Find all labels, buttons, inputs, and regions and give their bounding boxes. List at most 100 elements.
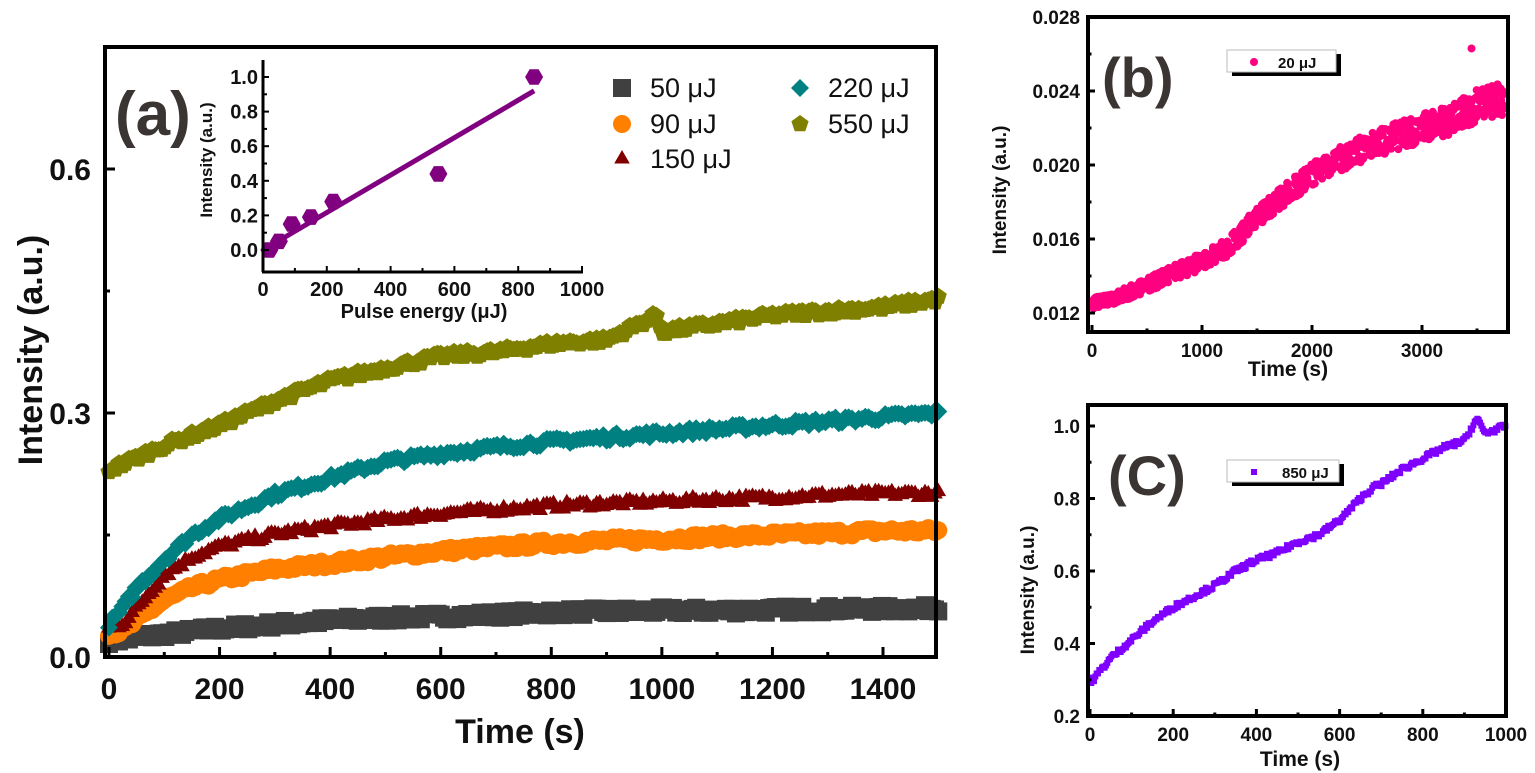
inset-y-tick-label: 0.6 bbox=[230, 136, 258, 158]
y-tick-label: 0.4 bbox=[1054, 634, 1081, 655]
data-point bbox=[1490, 104, 1499, 113]
series-220uJ bbox=[100, 401, 948, 637]
inset-marks bbox=[260, 69, 544, 258]
inset-y-tick-label: 0.0 bbox=[230, 240, 258, 262]
inset-y-tick-label: 0.8 bbox=[230, 102, 258, 124]
data-point bbox=[929, 521, 948, 540]
x-tick-label: 200 bbox=[1157, 725, 1189, 746]
data-point bbox=[1234, 240, 1243, 249]
legend-label: 50 μJ bbox=[650, 73, 717, 103]
data-point bbox=[1298, 167, 1307, 176]
y-tick-label: 0.6 bbox=[49, 154, 91, 187]
data-point bbox=[1337, 518, 1344, 525]
data-point bbox=[1416, 122, 1425, 131]
data-point bbox=[1214, 249, 1223, 258]
x-tick-label: 600 bbox=[416, 673, 466, 706]
data-point bbox=[1137, 277, 1146, 286]
data-point bbox=[1278, 192, 1287, 201]
inset-y-tick-label: 1.0 bbox=[230, 67, 258, 89]
inset-x-tick-label: 200 bbox=[310, 279, 343, 301]
data-point bbox=[1355, 157, 1364, 166]
legend-marker bbox=[613, 115, 631, 133]
data-point bbox=[1466, 431, 1473, 438]
data-point bbox=[1467, 120, 1476, 129]
data-point bbox=[1202, 584, 1209, 591]
data-point bbox=[1330, 155, 1339, 164]
data-point bbox=[1467, 44, 1476, 53]
data-point bbox=[1396, 129, 1405, 138]
x-tick-label: 0 bbox=[1085, 725, 1096, 746]
data-point bbox=[1344, 162, 1353, 171]
y-tick-label: 0.6 bbox=[1054, 562, 1080, 583]
data-point bbox=[1389, 134, 1398, 143]
x-tick-label: 0 bbox=[101, 673, 118, 706]
data-point bbox=[1382, 145, 1391, 154]
data-point bbox=[1410, 135, 1419, 144]
legend-box bbox=[1226, 459, 1340, 483]
legend-label: 850 μJ bbox=[1282, 465, 1329, 482]
data-point bbox=[929, 402, 948, 421]
panel-a-x-axis-title: Time (s) bbox=[455, 713, 585, 751]
data-point bbox=[1147, 285, 1156, 294]
data-point bbox=[1425, 113, 1434, 122]
data-point bbox=[1092, 293, 1101, 302]
data-point bbox=[1264, 205, 1273, 214]
data-point bbox=[1177, 258, 1186, 267]
data-point bbox=[1367, 488, 1374, 495]
legend-marker bbox=[1251, 469, 1257, 475]
data-point bbox=[1383, 477, 1390, 484]
data-point bbox=[1244, 229, 1253, 238]
data-point bbox=[1320, 166, 1329, 175]
inset-y-tick-label: 0.4 bbox=[230, 171, 259, 193]
inset-fit-line bbox=[261, 88, 536, 253]
data-point bbox=[1346, 140, 1355, 149]
legend-marker bbox=[614, 150, 630, 164]
data-point bbox=[1307, 162, 1316, 171]
data-point bbox=[1458, 109, 1467, 118]
data-point bbox=[1477, 419, 1484, 426]
data-point bbox=[1287, 194, 1296, 203]
y-tick-label: 0.012 bbox=[1032, 304, 1080, 325]
data-point bbox=[1411, 127, 1420, 136]
data-point bbox=[1447, 116, 1456, 125]
inset-x-tick-label: 1000 bbox=[560, 279, 605, 301]
data-point bbox=[1136, 631, 1143, 638]
data-point bbox=[1095, 302, 1104, 311]
data-point bbox=[1488, 82, 1497, 91]
data-point bbox=[1193, 257, 1202, 266]
data-point bbox=[1333, 148, 1342, 157]
series-150uJ bbox=[101, 482, 947, 633]
data-point bbox=[1433, 450, 1440, 457]
series-550uJ bbox=[100, 287, 947, 480]
data-point bbox=[1249, 210, 1258, 219]
legend-label: 90 μJ bbox=[650, 109, 717, 139]
data-point bbox=[1422, 455, 1429, 462]
inset-data-point bbox=[269, 233, 288, 250]
data-point bbox=[1402, 142, 1411, 151]
y-tick-label: 0.024 bbox=[1032, 82, 1080, 103]
data-point bbox=[1328, 164, 1337, 173]
inset-x-tick-label: 400 bbox=[374, 279, 407, 301]
legend-label: 20 μJ bbox=[1278, 55, 1316, 72]
panel-b-frame bbox=[1086, 15, 1510, 334]
legend-label: 150 μJ bbox=[650, 144, 732, 174]
data-point bbox=[1141, 627, 1148, 634]
y-tick-label: 0.8 bbox=[1054, 489, 1080, 510]
data-point bbox=[1090, 678, 1097, 685]
panel-b-x-axis-title: Time (s) bbox=[1248, 358, 1328, 381]
data-point bbox=[1237, 566, 1244, 573]
data-point bbox=[1465, 95, 1474, 104]
data-point bbox=[1158, 276, 1167, 285]
data-point bbox=[1378, 483, 1385, 490]
x-tick-label: 1000 bbox=[628, 673, 695, 706]
data-point bbox=[1299, 175, 1308, 184]
panel-c: 0 200 400 600 800 1000 0.2 0.4 0.6 0.8 1.0 (C) Tim… bbox=[1018, 403, 1527, 771]
data-point bbox=[1494, 426, 1501, 433]
x-tick-label: 3000 bbox=[1401, 341, 1443, 362]
legend-marker bbox=[791, 115, 809, 132]
data-point bbox=[1174, 604, 1181, 611]
data-point bbox=[1390, 474, 1397, 481]
data-point bbox=[1211, 257, 1220, 266]
data-point bbox=[1397, 470, 1404, 477]
panel-b-ticks: 0 1000 2000 3000 0.012 0.016 0.020 0.024 0.028 bbox=[1032, 8, 1479, 362]
